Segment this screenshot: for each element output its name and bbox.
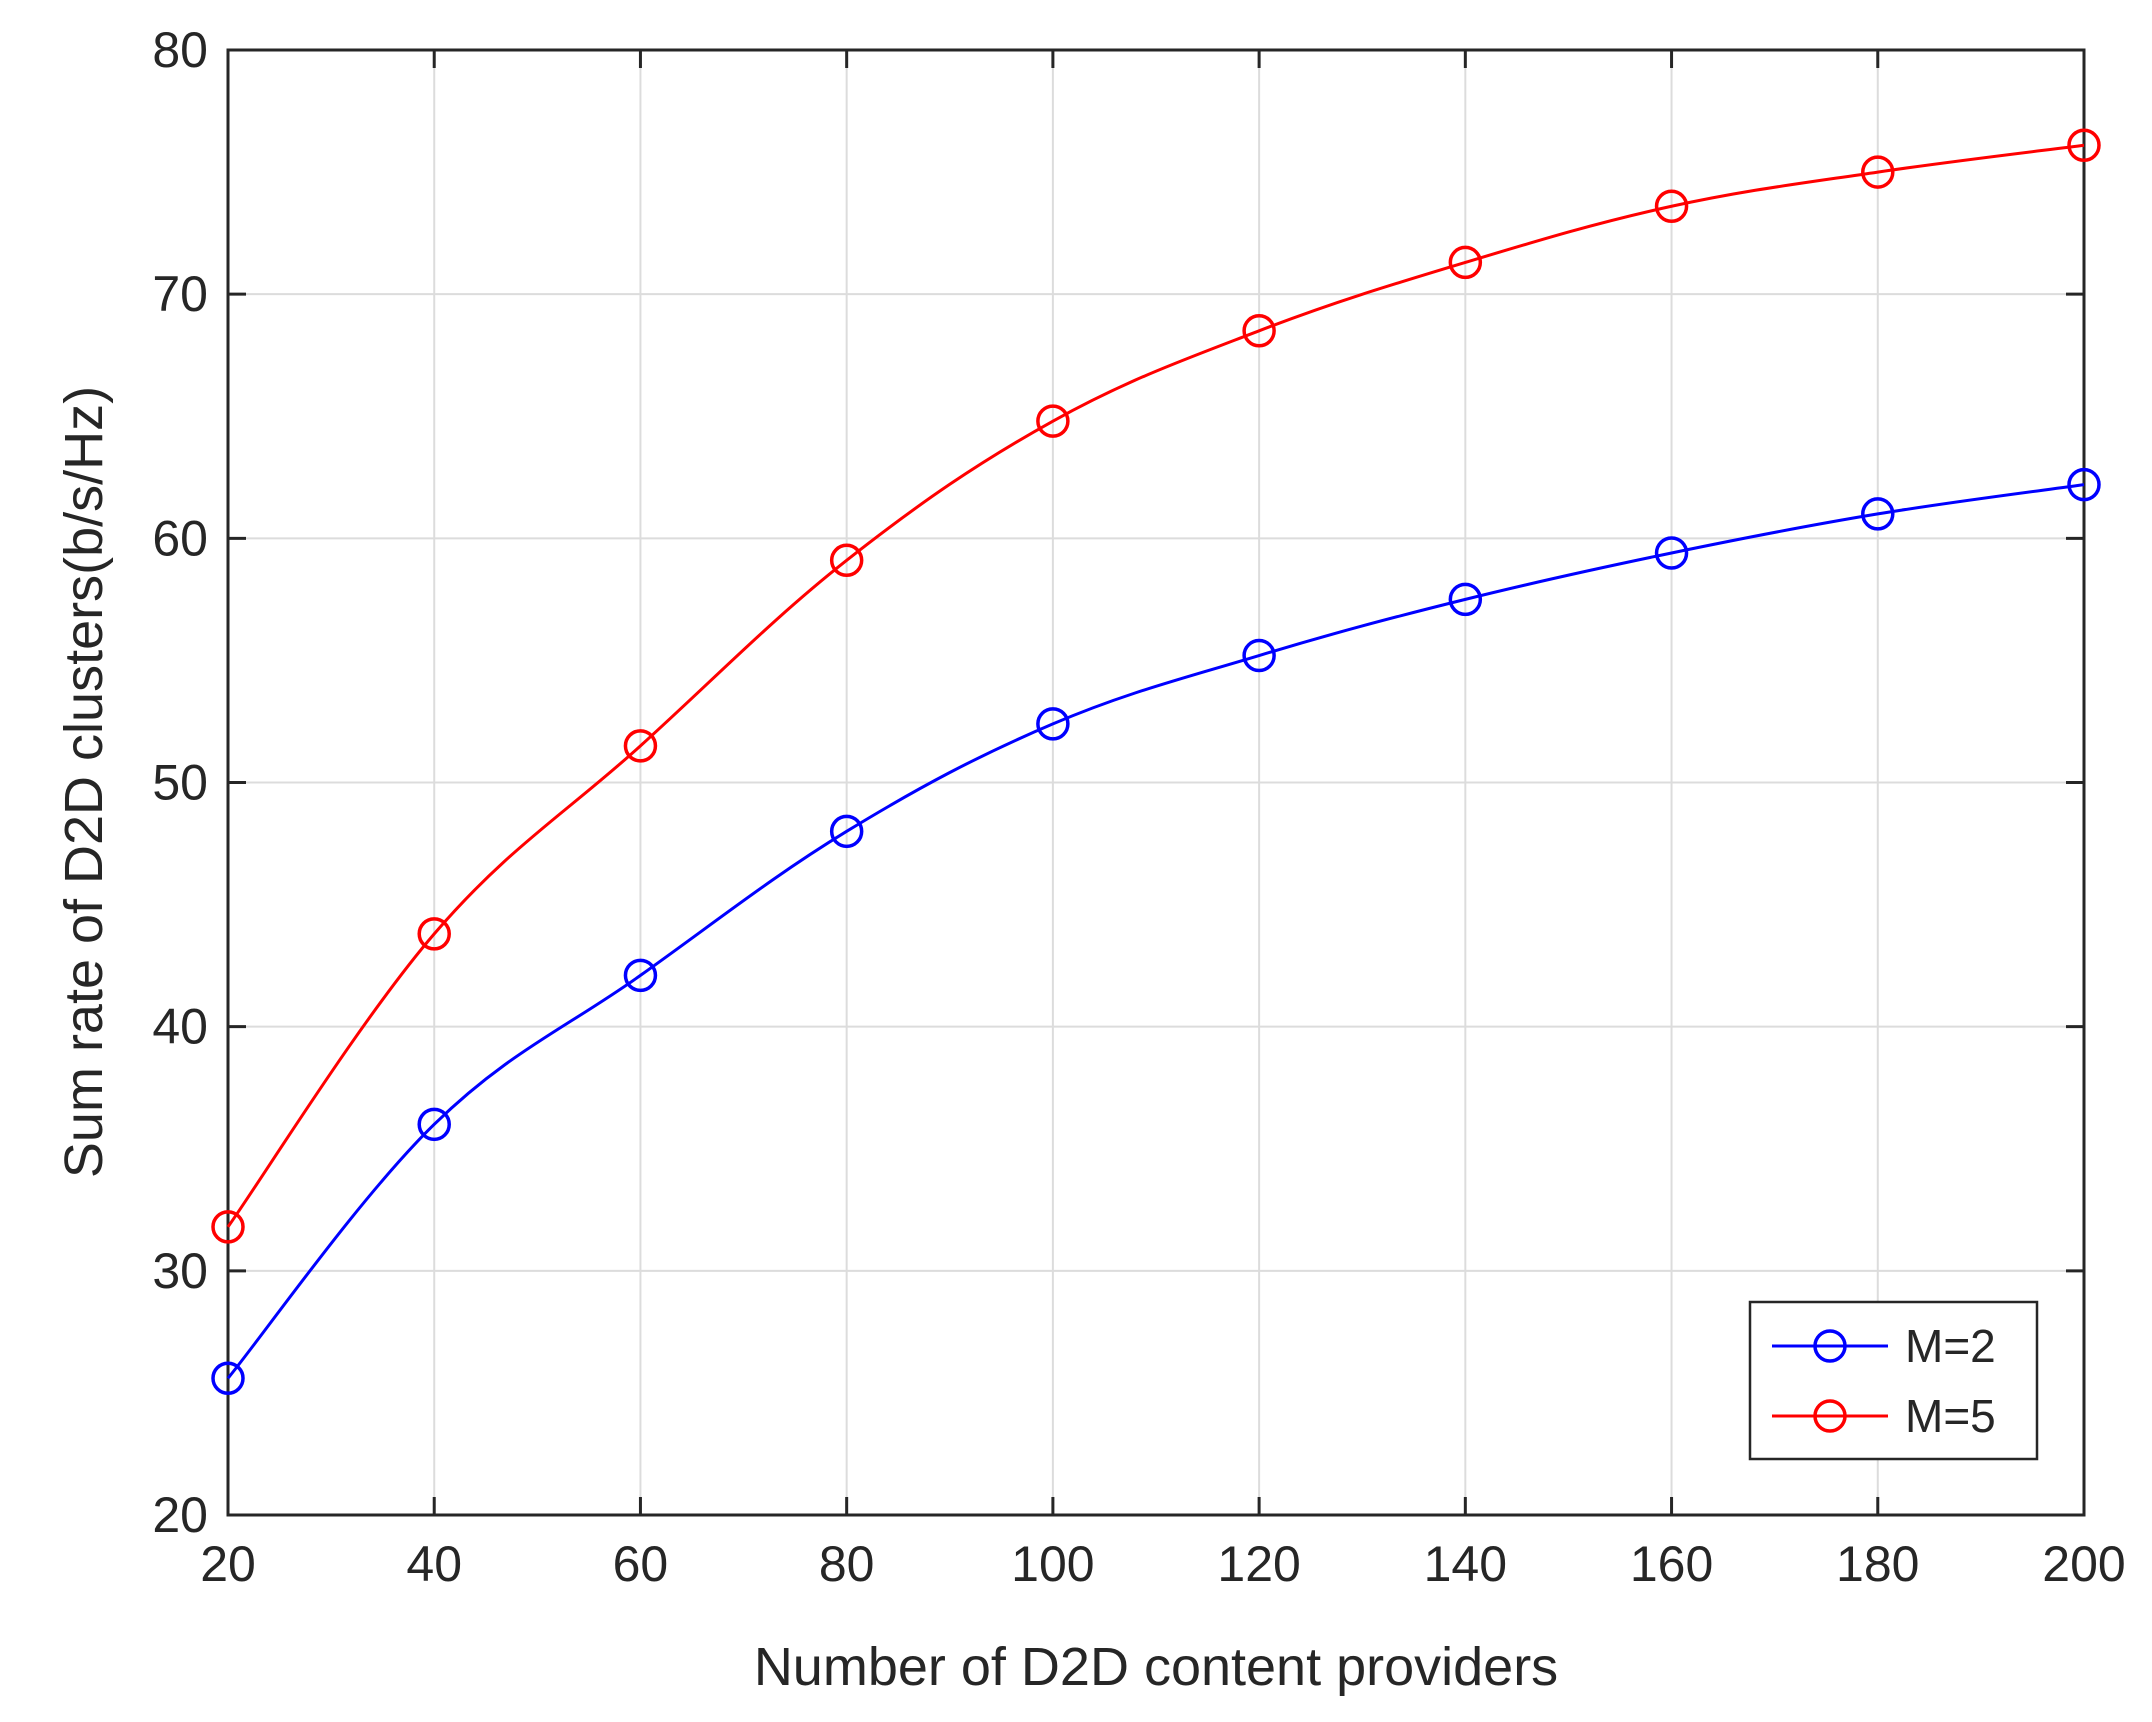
legend-label-m5: M=5 bbox=[1905, 1390, 1996, 1442]
y-tick-label: 20 bbox=[152, 1487, 208, 1543]
legend-entry-m5: M=5 bbox=[1772, 1390, 1996, 1442]
series-line bbox=[226, 143, 2085, 1228]
legend-entry-m2: M=2 bbox=[1772, 1320, 1996, 1372]
data-point-marker bbox=[623, 729, 658, 763]
series-group bbox=[211, 128, 2101, 1396]
data-point-marker bbox=[1861, 155, 1895, 189]
legend-marker-m5 bbox=[1813, 1399, 1847, 1433]
x-tick-label: 200 bbox=[2042, 1536, 2125, 1592]
data-point-marker bbox=[417, 917, 451, 951]
data-point-marker bbox=[1861, 497, 1895, 531]
y-tick-label: 50 bbox=[152, 755, 208, 811]
data-point-marker bbox=[1242, 638, 1276, 673]
y-tick-label: 40 bbox=[152, 999, 208, 1055]
legend: M=2 M=5 bbox=[1748, 1300, 2039, 1461]
data-point-marker bbox=[1654, 536, 1689, 570]
x-tick-label: 160 bbox=[1630, 1536, 1713, 1592]
data-point-marker bbox=[211, 1361, 245, 1396]
legend-marker-m2 bbox=[1813, 1329, 1847, 1363]
data-point-marker bbox=[2067, 128, 2101, 162]
x-tick-label: 180 bbox=[1836, 1536, 1919, 1592]
y-tick-label: 30 bbox=[152, 1243, 208, 1299]
data-point-marker bbox=[417, 1107, 451, 1142]
x-tick-label: 80 bbox=[819, 1536, 875, 1592]
x-tick-label: 140 bbox=[1424, 1536, 1507, 1592]
y-tick-label: 60 bbox=[152, 510, 208, 566]
data-point-marker bbox=[1448, 245, 1483, 280]
data-point-marker bbox=[2067, 467, 2101, 502]
data-point-marker bbox=[1242, 314, 1276, 348]
x-tick-label: 20 bbox=[200, 1536, 256, 1592]
data-point-marker bbox=[211, 1210, 245, 1244]
legend-label-m2: M=2 bbox=[1905, 1320, 1996, 1372]
x-axis-label: Number of D2D content providers bbox=[754, 1637, 1558, 1697]
series-m-5 bbox=[211, 128, 2101, 1244]
y-tick-label: 80 bbox=[152, 22, 208, 78]
data-point-marker bbox=[1036, 404, 1070, 438]
data-point-marker bbox=[829, 543, 864, 578]
legend-box bbox=[1748, 1300, 2039, 1461]
x-tick-label: 100 bbox=[1011, 1536, 1094, 1592]
series-m-2 bbox=[211, 467, 2101, 1396]
grid bbox=[228, 50, 2084, 1515]
y-axis-label: Sum rate of D2D clusters(b/s/Hz) bbox=[54, 386, 114, 1178]
data-point-marker bbox=[1036, 707, 1070, 741]
x-tick-label: 120 bbox=[1217, 1536, 1300, 1592]
x-tick-label: 60 bbox=[613, 1536, 669, 1592]
data-point-marker bbox=[829, 814, 864, 849]
data-point-marker bbox=[1654, 189, 1689, 224]
x-tick-label: 40 bbox=[406, 1536, 462, 1592]
y-tick-label: 70 bbox=[152, 266, 208, 322]
data-point-marker bbox=[1448, 582, 1483, 617]
series-line bbox=[226, 483, 2085, 1380]
data-point-marker bbox=[623, 958, 658, 993]
axis-ticks: 20 40 60 80 100 120 140 160 180 200 20 30 40 50 60 70 80 bbox=[152, 22, 2125, 1592]
